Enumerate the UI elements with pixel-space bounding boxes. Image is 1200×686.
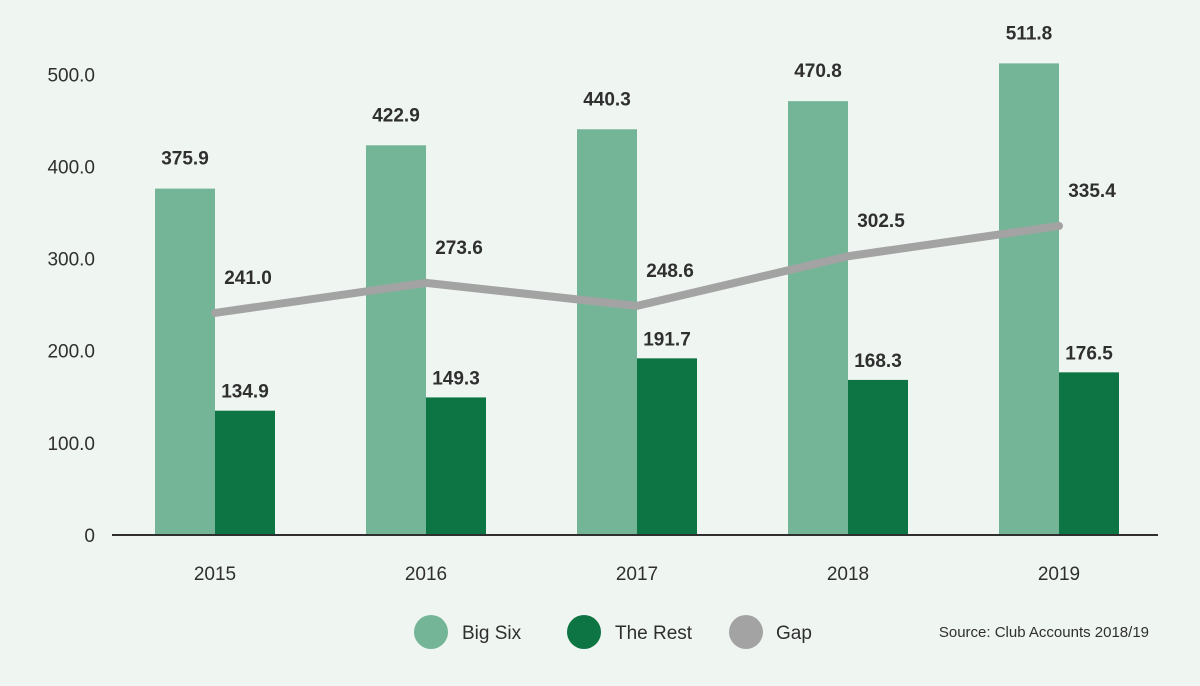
legend-swatch-the-rest [567,615,601,649]
data-label-the-rest: 149.3 [432,368,480,389]
legend-swatch-big-six [414,615,448,649]
gap-line-layer [211,221,1063,317]
bar-big-six [577,129,637,535]
data-label-the-rest: 176.5 [1065,343,1113,364]
bar-the-rest [1059,372,1119,535]
data-label-big-six: 511.8 [1006,23,1053,44]
data-label-gap: 241.0 [224,268,272,289]
x-tick-label: 2018 [827,564,869,585]
data-label-the-rest: 168.3 [854,351,902,372]
bar-the-rest [426,397,486,535]
legend-label-gap: Gap [776,623,812,644]
x-tick-label: 2017 [616,564,658,585]
data-label-gap: 248.6 [646,261,694,282]
bar-the-rest [215,410,275,535]
data-label-the-rest: 191.7 [643,329,691,350]
y-axis-ticks: 0 100.0 200.0 300.0 400.0 500.0 [47,65,95,547]
bar-big-six [788,101,848,535]
value-labels-layer: 375.9 134.9 241.0 422.9 149.3 273.6 440.3 191.7… [161,23,1116,402]
legend: Big Six The Rest Gap [414,615,812,649]
y-tick-label: 100.0 [47,434,95,455]
bar-the-rest [637,358,697,535]
data-label-big-six: 440.3 [583,89,631,110]
data-label-gap: 273.6 [435,238,483,259]
legend-label-the-rest: The Rest [615,623,693,644]
x-tick-label: 2015 [194,564,236,585]
bar-big-six [999,63,1059,535]
bars-layer [155,63,1119,535]
data-label-big-six: 375.9 [161,149,209,170]
data-label-the-rest: 134.9 [221,382,269,403]
x-tick-label: 2016 [405,564,447,585]
y-tick-label: 300.0 [47,250,95,271]
x-tick-label: 2019 [1038,564,1080,585]
y-tick-label: 200.0 [47,342,95,363]
legend-label-big-six: Big Six [462,623,522,644]
y-tick-label: 400.0 [47,157,95,178]
source-note: Source: Club Accounts 2018/19 [939,624,1149,641]
data-label-big-six: 470.8 [794,61,842,82]
data-label-big-six: 422.9 [372,105,420,126]
legend-swatch-gap [729,615,763,649]
y-tick-label: 0 [84,526,95,547]
bar-the-rest [848,379,908,535]
gap-series-line [211,221,1063,317]
data-label-gap: 335.4 [1068,181,1116,202]
data-label-gap: 302.5 [857,211,905,232]
bar-big-six [366,145,426,535]
bar-big-six [155,188,215,535]
x-axis-ticks: 2015 2016 2017 2018 2019 [194,564,1080,585]
y-tick-label: 500.0 [47,65,95,86]
